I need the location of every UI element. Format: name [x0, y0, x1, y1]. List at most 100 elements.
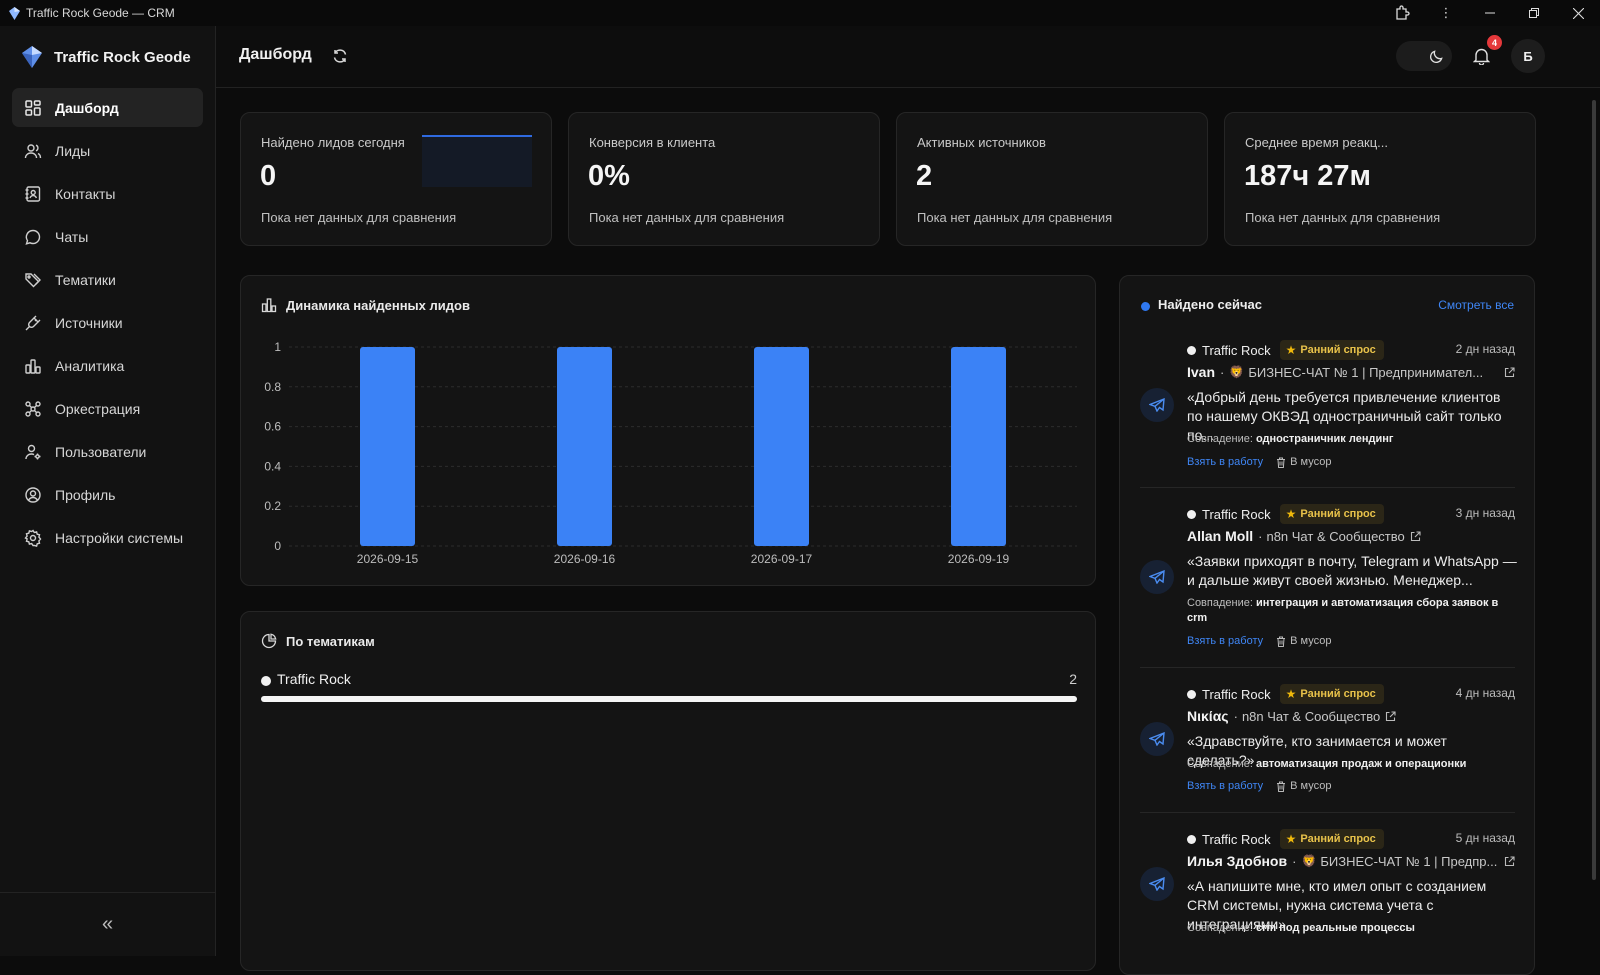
- more-menu-icon[interactable]: ⋮: [1439, 5, 1453, 20]
- lead-item: Traffic Rock ★ Ранний спрос 4 дн назад Νι…: [1140, 684, 1515, 799]
- scrollbar-thumb[interactable]: [1592, 100, 1596, 880]
- trash-button[interactable]: В мусор: [1276, 635, 1331, 647]
- lead-author[interactable]: Νικίας: [1187, 708, 1229, 724]
- telegram-icon: [1140, 867, 1174, 901]
- kpi-label: Среднее время реакц...: [1245, 135, 1389, 150]
- minimize-icon[interactable]: [1468, 0, 1512, 26]
- notifications-button[interactable]: [1469, 42, 1493, 70]
- collapse-sidebar-button[interactable]: «: [0, 892, 215, 956]
- y-tick-label: 1: [274, 340, 281, 354]
- extensions-icon[interactable]: [1380, 0, 1424, 26]
- sidebar-item-label: Чаты: [55, 228, 89, 245]
- external-link-icon[interactable]: [1385, 710, 1396, 722]
- lead-source: Traffic Rock ★ Ранний спрос: [1187, 504, 1384, 524]
- sidebar-item-sources[interactable]: Источники: [12, 303, 203, 342]
- take-to-work-button[interactable]: Взять в работу: [1187, 456, 1264, 468]
- topic-row[interactable]: Traffic Rock 2: [261, 670, 1077, 690]
- badge-label: Ранний спрос: [1300, 688, 1376, 700]
- contacts-icon: [25, 185, 41, 202]
- sidebar-item-chats[interactable]: Чаты: [12, 217, 203, 256]
- trash-icon: [1277, 781, 1286, 792]
- brand-name: Traffic Rock Geode: [54, 48, 191, 66]
- view-all-link[interactable]: Смотреть все: [1438, 298, 1514, 312]
- sidebar-item-topics[interactable]: Тематики: [12, 260, 203, 299]
- lead-chat[interactable]: БИЗНЕС-ЧАТ № 1 | Предпр...: [1320, 853, 1498, 869]
- refresh-icon[interactable]: [332, 48, 348, 64]
- match-value: автоматизация продаж и операционки: [1255, 758, 1467, 770]
- badge-label: Ранний спрос: [1300, 833, 1376, 845]
- kpi-sparkline: [422, 135, 532, 187]
- lead-chat[interactable]: БИЗНЕС-ЧАТ № 1 | Предпринимател...: [1248, 364, 1484, 380]
- topic-progress-fill: [261, 696, 1077, 702]
- lead-chat[interactable]: n8n Чат & Сообщество: [1266, 528, 1405, 544]
- status-badge: ★ Ранний спрос: [1279, 340, 1384, 360]
- sidebar-item-label: Оркестрация: [55, 400, 141, 417]
- lead-author[interactable]: Илья Здобнов: [1187, 853, 1288, 869]
- topic-name: Traffic Rock: [277, 671, 351, 687]
- external-link-icon[interactable]: [1410, 530, 1421, 542]
- close-icon[interactable]: [1556, 0, 1600, 26]
- sidebar-item-users[interactable]: Пользователи: [12, 432, 203, 471]
- lead-message: «Здравствуйте, кто занимается и может сд…: [1187, 733, 1447, 768]
- theme-toggle[interactable]: [1396, 41, 1452, 71]
- avatar[interactable]: Б: [1511, 39, 1545, 73]
- status-badge: ★ Ранний спрос: [1279, 829, 1384, 849]
- main-content: Найдено лидов сегодня 0 Пока нет данных …: [216, 89, 1568, 975]
- lion-icon: 🦁: [1301, 854, 1317, 868]
- y-tick-label: 0.8: [264, 380, 281, 394]
- badge-label: Ранний спрос: [1300, 508, 1376, 520]
- kpi-value: 2: [916, 160, 933, 192]
- feed-title: Найдено сейчас: [1158, 297, 1262, 312]
- sidebar-item-label: Тематики: [55, 271, 116, 288]
- user-settings-icon: [25, 444, 41, 459]
- take-to-work-button[interactable]: Взять в работу: [1187, 635, 1264, 647]
- lead-time: 3 дн назад: [1455, 506, 1515, 520]
- match-prefix: Совпадение:: [1187, 758, 1253, 770]
- brand[interactable]: Traffic Rock Geode: [22, 46, 191, 68]
- kpi-subtext: Пока нет данных для сравнения: [917, 210, 1113, 225]
- chart-bar: [951, 347, 1006, 546]
- sidebar-item-profile[interactable]: Профиль: [12, 475, 203, 514]
- take-to-work-button[interactable]: Взять в работу: [1187, 780, 1264, 792]
- kpi-card-conversion: Конверсия в клиента 0% Пока нет данных д…: [568, 112, 880, 246]
- notification-count-badge: 4: [1487, 35, 1502, 50]
- divider: [1140, 812, 1515, 813]
- lead-author-row: Ivan · 🦁 БИЗНЕС-ЧАТ № 1 | Предпринимател.…: [1187, 364, 1484, 380]
- chart-title: Динамика найденных лидов: [286, 297, 470, 313]
- plug-icon: [25, 315, 41, 330]
- lion-icon: 🦁: [1229, 365, 1245, 379]
- sidebar-item-leads[interactable]: Лиды: [12, 131, 203, 170]
- match-value: crm под реальные процессы: [1255, 922, 1415, 934]
- sidebar-item-label: Аналитика: [55, 357, 125, 374]
- telegram-icon: [1140, 722, 1174, 756]
- sidebar-item-contacts[interactable]: Контакты: [12, 174, 203, 213]
- found-now-card: Найдено сейчас Смотреть все Traffic Rock…: [1119, 275, 1535, 975]
- sidebar-item-label: Источники: [55, 314, 123, 331]
- lead-source-name: Traffic Rock: [1202, 342, 1271, 358]
- telegram-icon: [1140, 560, 1174, 594]
- sidebar-item-analytics[interactable]: Аналитика: [12, 346, 203, 385]
- chat-icon: [25, 229, 41, 245]
- lead-author[interactable]: Ivan: [1187, 364, 1216, 380]
- lead-time: 2 дн назад: [1455, 342, 1515, 356]
- sidebar-item-label: Пользователи: [55, 443, 147, 460]
- lead-author[interactable]: Allan Moll: [1187, 528, 1254, 544]
- sidebar-item-orchestration[interactable]: Оркестрация: [12, 389, 203, 428]
- lead-chat[interactable]: n8n Чат & Сообщество: [1241, 708, 1381, 724]
- sidebar-item-dashboard[interactable]: Дашборд: [12, 88, 203, 127]
- external-link-icon[interactable]: [1504, 367, 1515, 378]
- external-link-icon[interactable]: [1504, 856, 1515, 867]
- lead-source: Traffic Rock ★ Ранний спрос: [1187, 829, 1384, 849]
- scrollbar[interactable]: [1592, 92, 1597, 912]
- restore-icon[interactable]: [1512, 0, 1556, 26]
- lead-item: Traffic Rock ★ Ранний спрос 3 дн назад Al…: [1140, 504, 1517, 654]
- trash-icon: [1277, 457, 1286, 468]
- sidebar-item-system-settings[interactable]: Настройки системы: [12, 518, 203, 557]
- chart-bar: [360, 347, 415, 546]
- tag-icon: [25, 272, 41, 287]
- match-prefix: Совпадение:: [1187, 922, 1253, 934]
- lead-match: Совпадение: автоматизация продаж и опера…: [1187, 757, 1517, 772]
- trash-button[interactable]: В мусор: [1276, 780, 1331, 792]
- trash-button[interactable]: В мусор: [1276, 456, 1331, 468]
- topic-color-dot: [261, 676, 271, 686]
